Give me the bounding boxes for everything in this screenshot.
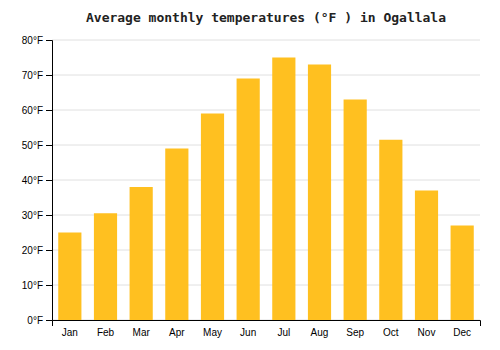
grid-line	[52, 145, 480, 146]
bar	[58, 233, 81, 321]
bar	[237, 79, 260, 321]
y-tick-mark	[46, 145, 52, 146]
y-tick-mark	[46, 75, 52, 76]
grid-line	[52, 180, 480, 181]
y-tick: 20°F	[22, 245, 52, 256]
x-tick-label: Aug	[311, 327, 329, 338]
y-tick: 70°F	[22, 70, 52, 81]
y-tick-label: 70°F	[22, 70, 43, 81]
x-tick: Aug	[311, 327, 329, 338]
grid-line	[52, 75, 480, 76]
y-tick-label: 80°F	[22, 35, 43, 46]
x-tick-label: Dec	[453, 327, 471, 338]
x-tick-label: May	[203, 327, 222, 338]
y-tick: 30°F	[22, 210, 52, 221]
title: Average monthly temperatures (°F ) in Og…	[86, 10, 446, 25]
y-tick-label: 0°F	[27, 315, 43, 326]
x-tick-label: Sep	[346, 327, 364, 338]
y-axis-line	[46, 41, 53, 321]
x-axis-line	[53, 321, 481, 327]
x-tick: Apr	[169, 327, 185, 338]
bar	[94, 213, 117, 320]
y-tick-mark	[46, 320, 52, 321]
y-tick: 40°F	[22, 175, 52, 186]
x-tick-label: Nov	[418, 327, 436, 338]
bar	[130, 187, 153, 320]
y-tick-label: 50°F	[22, 140, 43, 151]
bar	[379, 140, 402, 320]
y-tick: 60°F	[22, 105, 52, 116]
x-tick: Nov	[418, 327, 436, 338]
y-tick: 0°F	[27, 315, 52, 326]
x-tick: Mar	[133, 327, 151, 338]
bar	[201, 114, 224, 321]
y-tick-label: 10°F	[22, 280, 43, 291]
x-tick-label: Feb	[97, 327, 115, 338]
x-tick: Jul	[277, 327, 290, 338]
bar	[272, 58, 295, 321]
x-tick: May	[203, 327, 222, 338]
y-tick-label: 60°F	[22, 105, 43, 116]
x-tick: Jan	[62, 327, 78, 338]
chart-svg: Jan Feb Mar Apr May Jun Jul Aug Sep Oct Nov Dec 0°F 1…	[0, 0, 500, 350]
y-tick-mark	[46, 285, 52, 286]
bar	[415, 191, 438, 321]
x-tick: Jun	[240, 327, 256, 338]
x-tick-label: Mar	[133, 327, 151, 338]
bar	[165, 149, 188, 321]
chart-container: Jan Feb Mar Apr May Jun Jul Aug Sep Oct Nov Dec 0°F 1…	[0, 0, 500, 350]
x-tick-label: Jul	[277, 327, 290, 338]
x-tick: Feb	[97, 327, 115, 338]
x-tick-label: Oct	[383, 327, 399, 338]
y-tick-label: 30°F	[22, 210, 43, 221]
x-tick-label: Jan	[62, 327, 78, 338]
y-axis: 0°F 10°F 20°F 30°F 40°F 50°F 60°F 70°F 80°F	[22, 35, 53, 326]
bar	[451, 226, 474, 321]
y-tick-label: 20°F	[22, 245, 43, 256]
bars	[58, 58, 474, 321]
x-tick: Oct	[383, 327, 399, 338]
grid-line	[52, 110, 480, 111]
y-tick-mark	[46, 180, 52, 181]
y-tick: 50°F	[22, 140, 52, 151]
y-tick-mark	[46, 110, 52, 111]
x-tick-label: Apr	[169, 327, 185, 338]
y-tick: 80°F	[22, 35, 52, 46]
bar	[344, 100, 367, 321]
x-tick-label: Jun	[240, 327, 256, 338]
y-tick-mark	[46, 250, 52, 251]
y-tick: 10°F	[22, 280, 52, 291]
x-axis: Jan Feb Mar Apr May Jun Jul Aug Sep Oct Nov Dec	[53, 321, 481, 339]
y-tick-mark	[46, 215, 52, 216]
grid-line	[52, 40, 480, 41]
y-tick-label: 40°F	[22, 175, 43, 186]
y-tick-mark	[46, 40, 52, 41]
x-tick: Sep	[346, 327, 364, 338]
x-tick: Dec	[453, 327, 471, 338]
bar	[308, 65, 331, 321]
grid	[52, 40, 480, 320]
